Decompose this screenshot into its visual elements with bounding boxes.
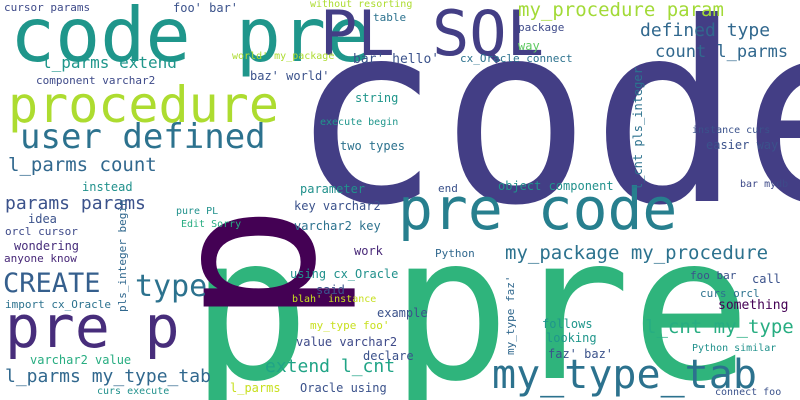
cloud-word-foo-bar-plain: foo bar	[690, 269, 737, 282]
cloud-word-easier-way: easier way	[706, 138, 779, 152]
cloud-word-key-varchar2: key varchar2	[294, 199, 381, 213]
cloud-word-oracle-using: Oracle using	[300, 381, 387, 395]
cloud-word-my-type-foo: my_type foo'	[310, 319, 390, 332]
cloud-word-my-type-faz: my_type faz'	[504, 275, 517, 355]
cloud-word-bar-mydb: bar mydb	[740, 179, 789, 190]
cloud-word-execute-begin: execute begin	[320, 117, 399, 128]
cloud-word-defined-type: defined type	[640, 20, 771, 41]
cloud-word-pure-pl: pure PL	[176, 206, 219, 217]
cloud-word-my-package-my-procedure: my_package my_procedure	[505, 242, 769, 264]
cloud-word-two-types: two types	[340, 139, 406, 153]
cloud-word-table: table	[373, 11, 407, 24]
cloud-word-python: Python	[435, 247, 475, 260]
cloud-word-declare: declare	[363, 349, 414, 363]
cloud-word-pre-code: pre code	[398, 175, 678, 243]
cloud-word-follows: follows	[542, 317, 593, 331]
cloud-word-connect-foo: connect foo	[715, 387, 782, 398]
cloud-word-orcl-cursor: orcl cursor	[5, 225, 78, 238]
cloud-word-code-pre: code pre	[10, 0, 372, 79]
cloud-word-curs-execute: curs execute	[97, 386, 170, 397]
cloud-word-extend-l-cnt: extend l_cnt	[265, 356, 396, 377]
cloud-word-wondering: wondering	[14, 239, 80, 253]
cloud-word-value-varchar2: value varchar2	[296, 335, 398, 349]
cloud-word-p-large: p	[190, 193, 311, 400]
cloud-word-instead: instead	[82, 180, 133, 194]
cloud-word-varchar2-value: varchar2 value	[30, 353, 132, 367]
cloud-word-using-cx-oracle: using cx_Oracle	[290, 267, 399, 281]
cloud-word-world-my-package: world' my_package	[232, 51, 335, 62]
cloud-word-l-parms-count: l_parms count	[8, 154, 157, 176]
cloud-word-l-parms-my-type-tab: l_parms my_type_tab	[5, 366, 211, 387]
cloud-word-end: end	[438, 182, 458, 195]
cloud-word-l-cnt-pls-integer: l_cnt pls_integer	[631, 67, 645, 190]
cloud-word-cursor-params: cursor params	[4, 1, 91, 14]
cloud-word-faz-baz: faz' baz'	[548, 347, 614, 361]
cloud-word-my-procedure-param: my_procedure param	[518, 0, 724, 21]
cloud-word-user-defined: user defined	[20, 117, 266, 157]
cloud-word-parameter: parameter	[300, 182, 366, 196]
cloud-word-create: CREATE	[3, 268, 101, 299]
cloud-word-curs-orcl: curs orcl	[700, 287, 760, 300]
cloud-word-import-cx-oracle: import cx_Oracle	[5, 298, 111, 311]
cloud-word-looking: looking	[546, 331, 597, 345]
cloud-word-said: said	[316, 283, 345, 297]
cloud-word-without-resorting: without resorting	[310, 0, 413, 10]
cloud-word-instance-curs: instance curs	[692, 125, 771, 136]
cloud-word-my-type-tab: my_type_tab	[492, 352, 757, 398]
cloud-word-count-l-parms: count l_parms	[655, 42, 789, 62]
cloud-word-work: work	[354, 244, 383, 258]
cloud-word-varchar2-key: varchar2 key	[294, 219, 381, 233]
cloud-word-call: call	[752, 272, 781, 286]
cloud-word-edit-sorry: Edit Sorry	[181, 219, 242, 230]
cloud-word-type: type	[135, 269, 208, 304]
cloud-word-something: something	[718, 298, 789, 313]
cloud-word-l-parms-extend: l_parms extend	[42, 53, 177, 72]
cloud-word-params-params: params params	[5, 193, 146, 214]
cloud-word-string: string	[355, 91, 399, 105]
cloud-word-example: example	[377, 306, 428, 320]
cloud-word-bar-hello: bar' hello'	[353, 52, 440, 67]
cloud-word-l-cnt-my-type: l_cnt my_type	[645, 316, 794, 338]
cloud-word-pls-integer-begin: pls_integer begin	[116, 199, 129, 312]
cloud-word-object-component: object component	[498, 179, 614, 193]
cloud-word-pre-large: pre	[390, 193, 752, 400]
cloud-word-procedure: procedure	[8, 76, 279, 134]
cloud-word-pre-p: pre p	[5, 293, 180, 361]
cloud-word-blah-instance: blah' instance	[292, 294, 377, 305]
cloud-word-cx-oracle-connect: cx_Oracle connect	[460, 52, 573, 65]
cloud-word-pl-sql: PL SQL	[320, 0, 544, 70]
cloud-word-anyone-know: anyone know	[4, 252, 77, 265]
cloud-word-way: way	[518, 39, 540, 53]
cloud-word-component-varchar2: component varchar2	[36, 74, 156, 87]
cloud-word-foo-bar: foo' bar'	[173, 1, 239, 15]
cloud-word-l-parms: l_parms	[230, 381, 281, 395]
cloud-word-baz-world: baz' world'	[250, 69, 330, 83]
cloud-word-idea: idea	[28, 212, 57, 226]
cloud-word-package: package	[518, 21, 565, 34]
cloud-word-code-large: code	[290, 0, 800, 260]
cloud-word-python-similar: Python similar	[692, 343, 777, 354]
